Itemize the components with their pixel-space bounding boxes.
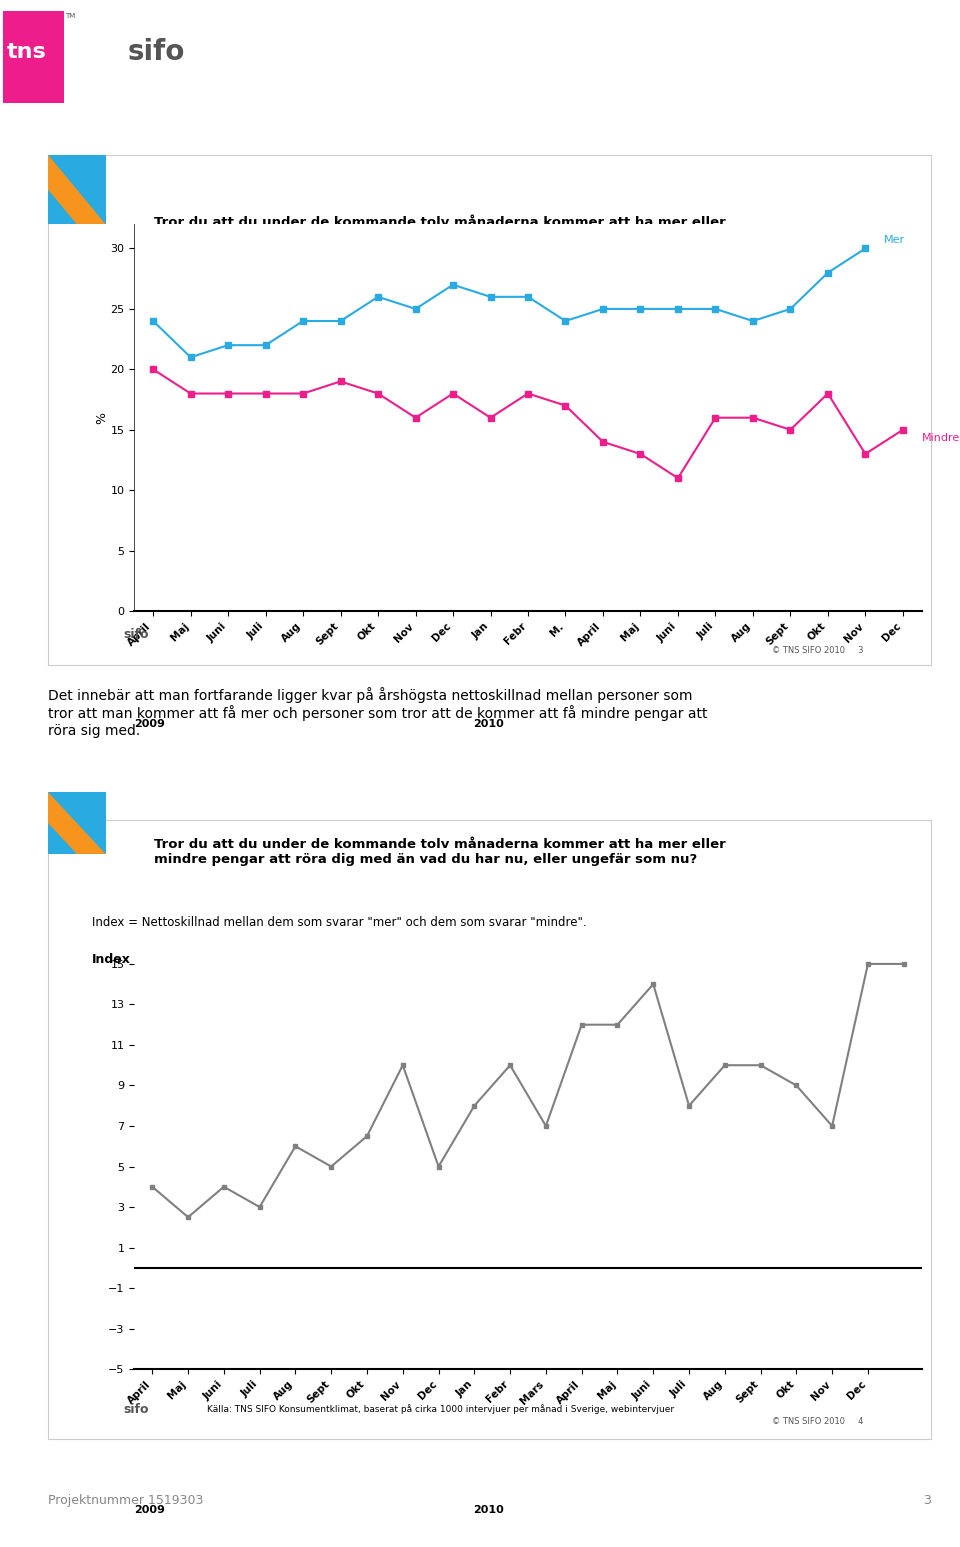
Text: tns: tns — [84, 1405, 101, 1414]
Text: 2009: 2009 — [134, 1505, 165, 1515]
Text: Mindre: Mindre — [922, 433, 960, 444]
Text: sifo: sifo — [128, 39, 185, 67]
Text: Mer: Mer — [884, 235, 905, 244]
Text: Projektnummer 1519303: Projektnummer 1519303 — [48, 1494, 204, 1507]
Text: TM: TM — [65, 12, 76, 19]
Text: 2009: 2009 — [134, 719, 165, 729]
Text: tns: tns — [7, 42, 47, 62]
Text: Källa: TNS SIFO Konsumentklimat, baserat på cirka 1000 intervjuer per månad i Sv: Källa: TNS SIFO Konsumentklimat, baserat… — [207, 1405, 674, 1414]
Text: Tror du att du under de kommande tolv månaderna kommer att ha mer eller
mindre p: Tror du att du under de kommande tolv må… — [154, 217, 726, 244]
Text: sifo: sifo — [124, 628, 150, 640]
Text: Index = Nettoskillnad mellan dem som svarar "mer" och dem som svarar "mindre".: Index = Nettoskillnad mellan dem som sva… — [92, 916, 587, 928]
Text: 3: 3 — [924, 1494, 931, 1507]
Polygon shape — [48, 792, 106, 854]
Y-axis label: %: % — [95, 412, 108, 424]
Text: sifo: sifo — [124, 1403, 150, 1416]
Text: © TNS SIFO 2010     4: © TNS SIFO 2010 4 — [772, 1417, 864, 1426]
Text: © TNS SIFO 2010     3: © TNS SIFO 2010 3 — [772, 647, 864, 654]
Polygon shape — [48, 155, 106, 224]
Text: Det innebär att man fortfarande ligger kvar på årshögsta nettoskillnad mellan pe: Det innebär att man fortfarande ligger k… — [48, 687, 708, 738]
Polygon shape — [48, 792, 106, 854]
Text: tns: tns — [84, 630, 101, 639]
Text: Index: Index — [92, 953, 131, 965]
Text: 2010: 2010 — [473, 1505, 504, 1515]
FancyBboxPatch shape — [3, 11, 63, 102]
Text: 2010: 2010 — [473, 719, 504, 729]
Text: Tror du att du under de kommande tolv månaderna kommer att ha mer eller
mindre p: Tror du att du under de kommande tolv må… — [154, 838, 726, 866]
Polygon shape — [48, 155, 106, 224]
